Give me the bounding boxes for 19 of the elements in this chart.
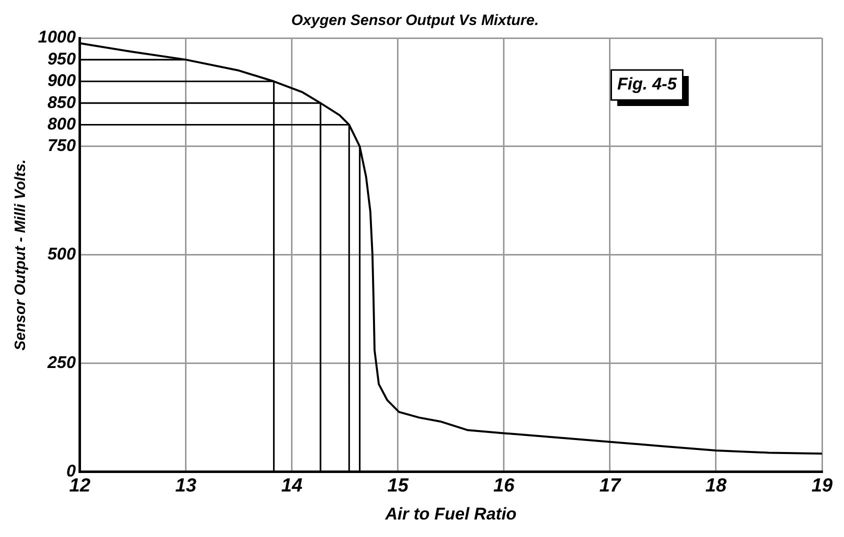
x-tick-label: 18 [705,475,727,496]
x-axis-title: Air to Fuel Ratio [384,504,517,524]
y-tick-label: 900 [47,71,76,90]
y-axis-title: Sensor Output - Milli Volts. [12,159,30,350]
x-tick-label: 13 [175,475,197,496]
x-tick-label: 16 [493,475,515,496]
y-tick-label: 1000 [38,28,76,47]
annotation: Fig. 4-5 [617,74,678,94]
y-tick-label: 850 [47,92,76,112]
y-tick-label: 250 [46,353,76,372]
x-tick-label: 14 [281,475,303,496]
x-tick-label: 17 [599,475,622,496]
chart-title: Oxygen Sensor Output Vs Mixture. [291,12,539,30]
y-tick-label: 750 [47,136,76,156]
x-tick-label: 15 [387,475,409,496]
x-tick-label: 19 [811,475,833,496]
y-tick-label: 500 [47,244,76,264]
y-tick-label: 800 [47,114,76,134]
y-tick-label: 950 [47,49,76,68]
